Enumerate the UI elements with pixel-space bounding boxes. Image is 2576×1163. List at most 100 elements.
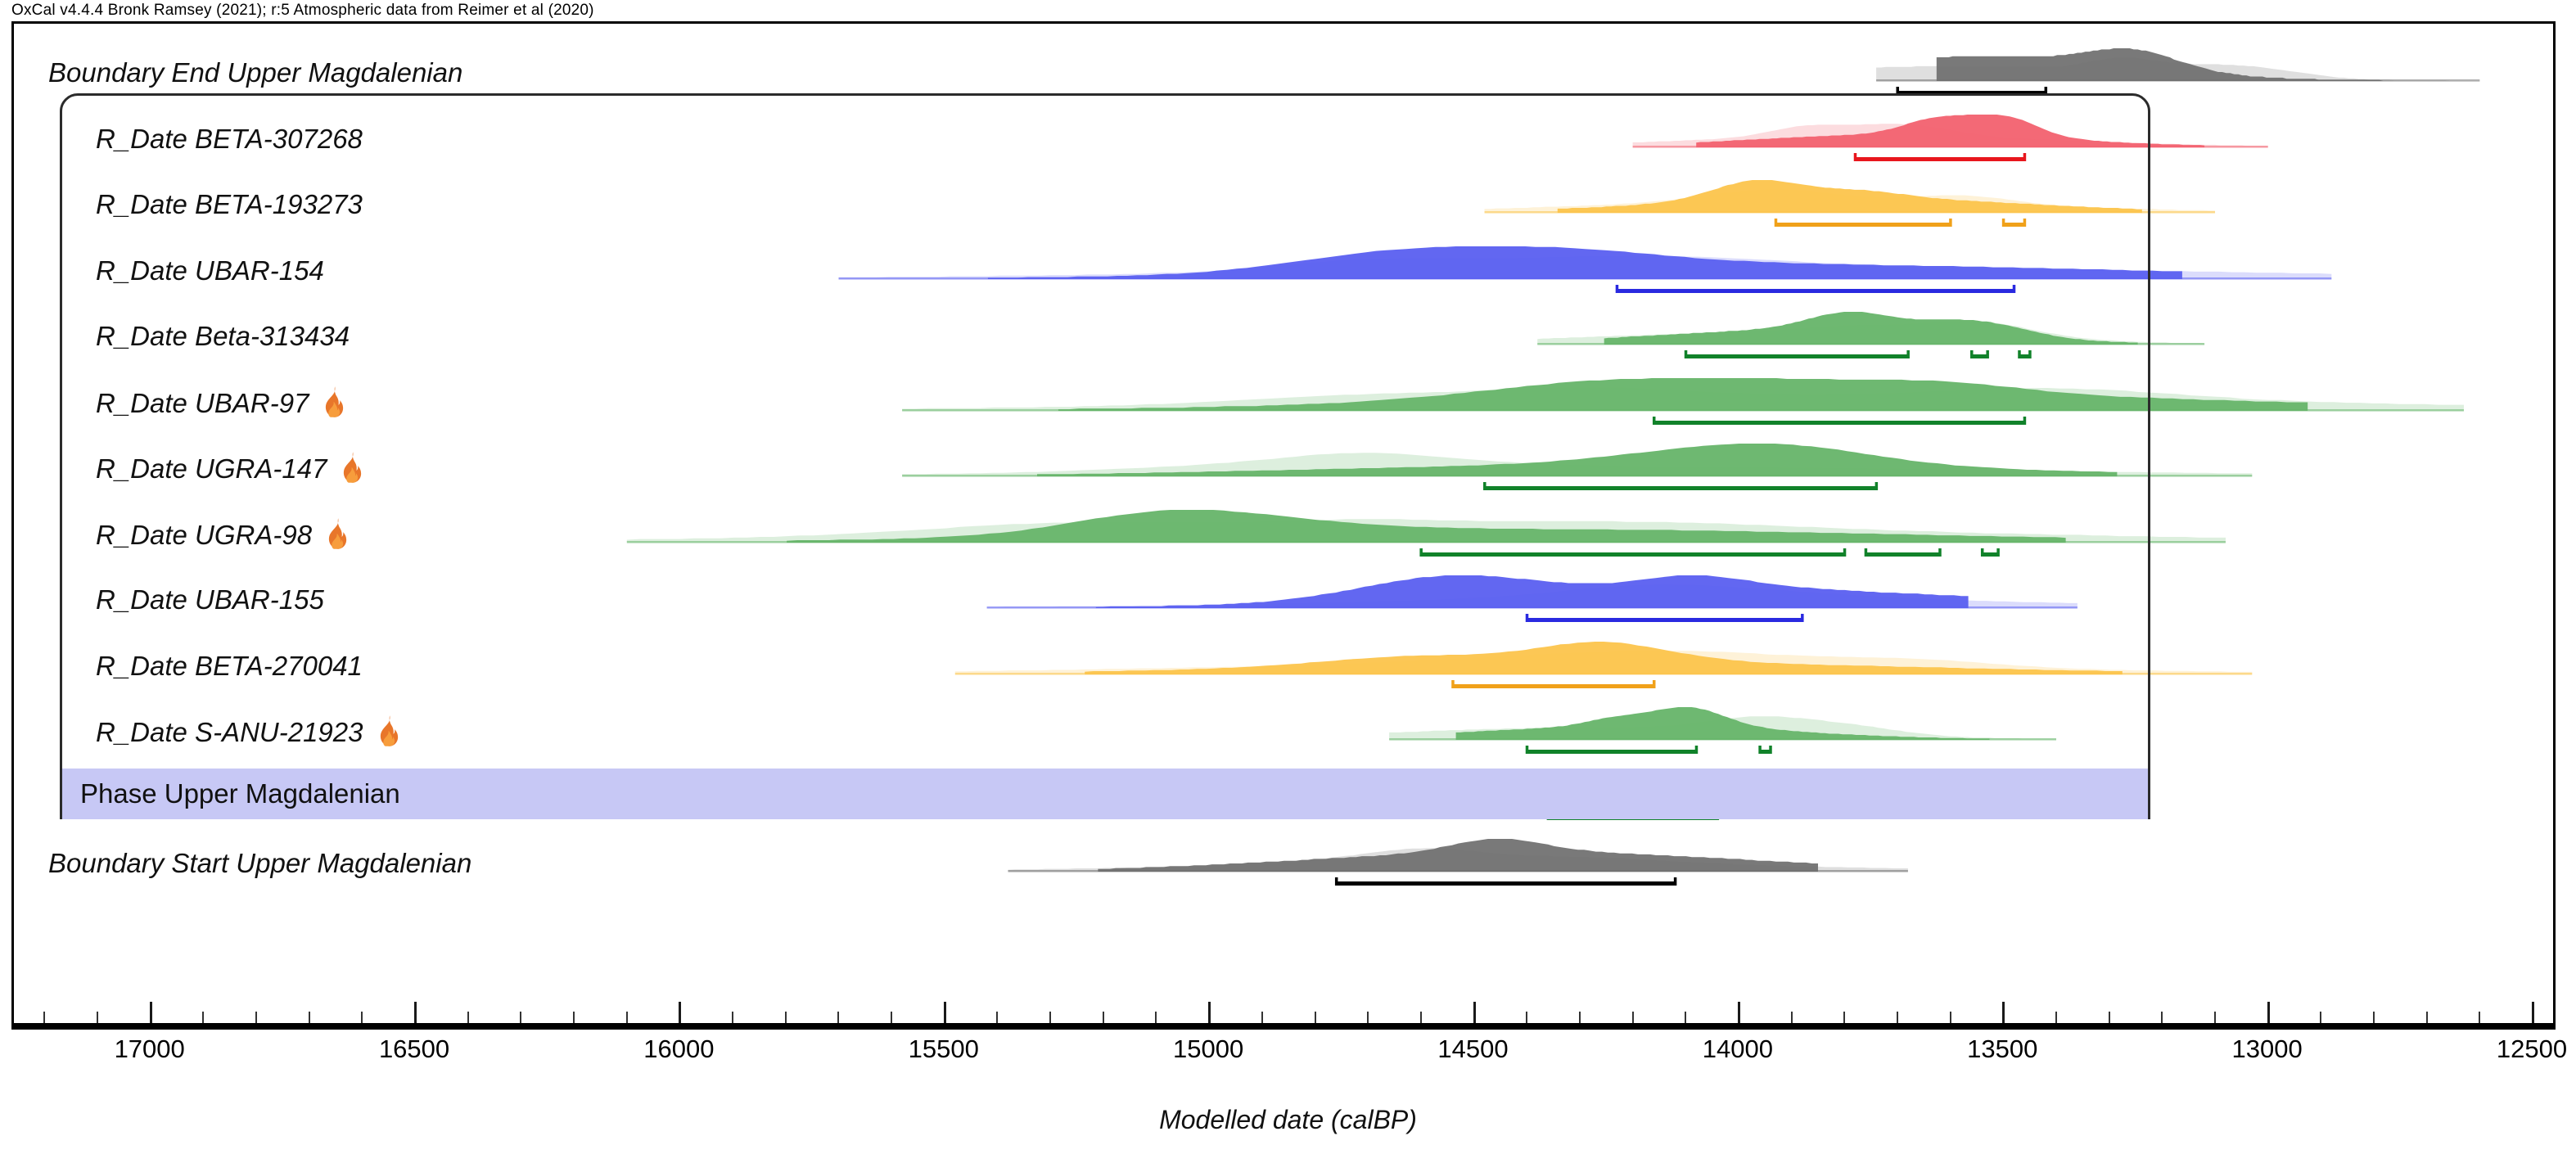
distribution-row: R_Date BETA-270041 [14,633,2553,699]
axis-tick-minor [837,1012,840,1023]
axis-tick-label: 14500 [1437,1035,1509,1063]
axis-tick-minor [1102,1012,1104,1023]
x-axis: 17000 16500 16000 15500 15000 14500 14000 13500… [14,1002,2567,1063]
row-label: R_Date BETA-307268 [96,123,363,154]
distribution-row: R_Date S-ANU-21923 [14,699,2553,764]
hpd-range-bar [1652,416,2027,425]
modelled-distribution [1604,312,2138,345]
distribution-plot [1537,312,2205,358]
hpd-range-bar [1853,152,2027,161]
row-label: Boundary Start Upper Magdalenian [48,848,472,878]
row-label: R_Date BETA-193273 [96,189,363,219]
axis-tick-minor [97,1012,98,1023]
distribution-plot [902,377,2464,425]
row-label: R_Date UBAR-97 [96,385,345,419]
axis-tick-minor [1261,1012,1263,1023]
row-label: R_Date UGRA-98 [96,517,348,551]
axis-tick-minor [1843,1012,1846,1023]
modelled-distribution [1696,114,2205,147]
axis-tick-label: 13000 [2231,1035,2303,1063]
axis-tick-minor [1631,1012,1634,1023]
axis-tick-major [2532,1002,2534,1023]
axis-title: Modelled date (calBP) [1159,1105,1417,1134]
hpd-range-bar [1684,350,1910,358]
hpd-range-bar [1525,746,1699,754]
row-label: R_Date UBAR-155 [96,584,324,615]
flame-icon [323,517,348,549]
axis-tick-major [2267,1002,2270,1023]
axis-tick-label: 14000 [1702,1035,1773,1063]
axis-tick-major [2002,1002,2005,1023]
axis-tick-minor [996,1012,999,1023]
hpd-range-bar [1774,219,1952,227]
modelled-distribution [1557,180,2142,213]
row-label: R_Date Beta-313434 [96,321,350,351]
distribution-row: R_Date UBAR-155 [14,567,2553,633]
distribution-plot [954,641,2253,688]
hpd-range-bar [1483,482,1879,490]
axis-tick-minor [784,1012,787,1023]
axis-tick-minor [2479,1012,2481,1023]
axis-tick-minor [2055,1012,2057,1023]
axis-tick-minor [1685,1012,1687,1023]
axis-tick-minor [625,1012,628,1023]
axis-tick-minor [1949,1012,1951,1023]
flame-icon [338,452,363,483]
hpd-range-bar [1525,614,1804,622]
hpd-range-bar [1334,877,1677,886]
axis-tick-minor [1155,1012,1157,1023]
distribution-plot [1484,180,2216,227]
oxcal-version-note: OxCal v4.4.4 Bronk Ramsey (2021); r:5 At… [11,2,594,19]
axis-tick-major [414,1002,417,1023]
axis-tick-minor [1526,1012,1528,1023]
axis-tick-minor [1049,1012,1052,1023]
axis-tick-major [1737,1002,1740,1023]
axis-tick-minor [2425,1012,2428,1023]
plot-frame: Boundary End Upper Magdalenian R_Date BET… [11,21,2556,1030]
distribution-plot [1008,839,1908,886]
axis-tick-major [943,1002,946,1023]
axis-tick-minor [520,1012,522,1023]
axis-tick-minor [891,1012,893,1023]
axis-tick-major [679,1002,682,1023]
distribution-row: R_Date BETA-193273 [14,172,2553,237]
hpd-range-bar [1864,548,1942,557]
axis-tick-major [1473,1002,1476,1023]
axis-tick-label: 15000 [1173,1035,1244,1063]
hpd-range-bar [1970,350,1989,358]
hpd-range-bar [2001,219,2027,227]
axis-tick-minor [1896,1012,1898,1023]
axis-tick-minor [308,1012,310,1023]
axis-tick-label: 16000 [643,1035,715,1063]
modelled-distribution [1037,444,2118,476]
axis-tick-minor [573,1012,575,1023]
modelled-distribution [787,509,2066,543]
modelled-distribution [987,246,2182,279]
axis-tick-minor [43,1012,46,1023]
modelled-distribution [1098,839,1818,872]
hpd-range-bar [1615,284,2016,293]
axis-tick-minor [1314,1012,1316,1023]
modelled-distribution [1455,707,1990,740]
axis-tick-minor [2108,1012,2110,1023]
modelled-distribution [1936,48,2420,81]
flame-icon [320,385,345,417]
axis-tick-minor [2213,1012,2216,1023]
modelled-distribution [1058,377,2308,411]
distribution-plot [986,575,2077,622]
hpd-range-bar [1980,548,2000,557]
axis-tick-minor [2372,1012,2375,1023]
axis-tick-minor [255,1012,258,1023]
distribution-row: R_Date Beta-313434 [14,304,2553,369]
distribution-row: R_Date BETA-307268 [14,106,2553,172]
axis-tick-major [149,1002,152,1023]
row-label: R_Date BETA-270041 [96,650,363,681]
distribution-row: R_Date UBAR-97 [14,370,2553,435]
distribution-row: R_Date UGRA-98 [14,502,2553,567]
hpd-range-bar [1419,548,1847,557]
distribution-plot [1632,114,2268,161]
distribution-plot [626,509,2226,557]
distribution-plot [838,246,2332,293]
distribution-row: R_Date UBAR-154 [14,238,2553,304]
phase-label: Phase Upper Magdalenian [80,778,400,809]
